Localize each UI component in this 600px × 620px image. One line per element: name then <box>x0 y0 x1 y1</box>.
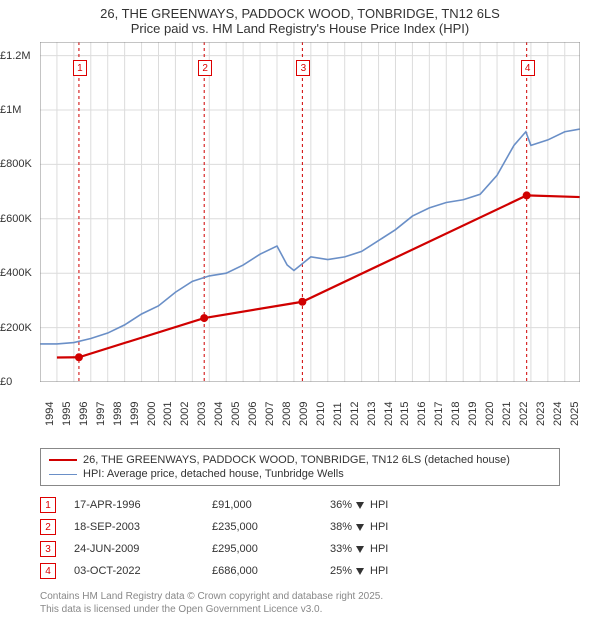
event-marker: 1 <box>73 60 87 76</box>
legend-item: HPI: Average price, detached house, Tunb… <box>49 467 551 481</box>
footer-line-2: This data is licensed under the Open Gov… <box>40 603 590 616</box>
x-tick-label: 2018 <box>450 402 462 426</box>
x-tick-label: 2009 <box>298 402 310 426</box>
footer: Contains HM Land Registry data © Crown c… <box>40 590 590 616</box>
y-tick-label: £0 <box>0 376 12 388</box>
x-tick-label: 1997 <box>95 402 107 426</box>
title-line-1: 26, THE GREENWAYS, PADDOCK WOOD, TONBRID… <box>8 6 592 21</box>
legend-swatch <box>49 459 77 461</box>
legend-label: HPI: Average price, detached house, Tunb… <box>83 468 344 480</box>
x-tick-label: 2014 <box>383 402 395 426</box>
event-price: £295,000 <box>212 543 312 555</box>
arrow-down-icon <box>356 568 364 575</box>
x-tick-label: 2020 <box>484 402 496 426</box>
event-row: 1 17-APR-1996 £91,000 36% HPI <box>40 494 560 516</box>
y-tick-label: £400K <box>0 267 32 279</box>
x-tick-label: 2001 <box>162 402 174 426</box>
x-tick-label: 2016 <box>416 402 428 426</box>
event-number: 2 <box>40 519 56 535</box>
event-date: 17-APR-1996 <box>74 499 194 511</box>
y-tick-label: £1M <box>0 104 21 116</box>
event-price: £686,000 <box>212 565 312 577</box>
event-row: 2 18-SEP-2003 £235,000 38% HPI <box>40 516 560 538</box>
x-tick-label: 2010 <box>315 402 327 426</box>
legend-label: 26, THE GREENWAYS, PADDOCK WOOD, TONBRID… <box>83 454 510 466</box>
x-tick-label: 2021 <box>501 402 513 426</box>
x-tick-label: 2015 <box>399 402 411 426</box>
page-root: 26, THE GREENWAYS, PADDOCK WOOD, TONBRID… <box>0 0 600 620</box>
chart-area: £0£200K£400K£600K£800K£1M£1.2M 199419951… <box>40 42 600 402</box>
x-tick-label: 1996 <box>78 402 90 426</box>
y-tick-label: £200K <box>0 322 32 334</box>
title-line-2: Price paid vs. HM Land Registry's House … <box>8 21 592 36</box>
x-tick-label: 2000 <box>146 402 158 426</box>
x-tick-label: 1999 <box>129 402 141 426</box>
event-date: 18-SEP-2003 <box>74 521 194 533</box>
x-tick-label: 1995 <box>61 402 73 426</box>
x-tick-label: 1994 <box>44 402 56 426</box>
event-number: 3 <box>40 541 56 557</box>
event-diff: 36% HPI <box>330 499 388 511</box>
x-tick-label: 2007 <box>264 402 276 426</box>
event-row: 3 24-JUN-2009 £295,000 33% HPI <box>40 538 560 560</box>
x-tick-label: 2002 <box>179 402 191 426</box>
event-price: £235,000 <box>212 521 312 533</box>
event-marker: 2 <box>198 60 212 76</box>
arrow-down-icon <box>356 524 364 531</box>
event-row: 4 03-OCT-2022 £686,000 25% HPI <box>40 560 560 582</box>
legend: 26, THE GREENWAYS, PADDOCK WOOD, TONBRID… <box>40 448 560 486</box>
legend-item: 26, THE GREENWAYS, PADDOCK WOOD, TONBRID… <box>49 453 551 467</box>
x-tick-label: 2006 <box>247 402 259 426</box>
x-tick-label: 2004 <box>213 402 225 426</box>
x-tick-label: 2019 <box>467 402 479 426</box>
chart-svg <box>40 42 580 382</box>
x-tick-label: 2017 <box>433 402 445 426</box>
x-tick-label: 2005 <box>230 402 242 426</box>
event-date: 03-OCT-2022 <box>74 565 194 577</box>
event-date: 24-JUN-2009 <box>74 543 194 555</box>
legend-swatch <box>49 474 77 475</box>
event-diff: 38% HPI <box>330 521 388 533</box>
x-tick-label: 2024 <box>552 402 564 426</box>
y-tick-label: £800K <box>0 158 32 170</box>
arrow-down-icon <box>356 546 364 553</box>
event-marker: 4 <box>521 60 535 76</box>
x-tick-label: 1998 <box>112 402 124 426</box>
event-diff: 25% HPI <box>330 565 388 577</box>
event-number: 1 <box>40 497 56 513</box>
footer-line-1: Contains HM Land Registry data © Crown c… <box>40 590 590 603</box>
y-tick-label: £1.2M <box>0 50 31 62</box>
arrow-down-icon <box>356 502 364 509</box>
event-diff: 33% HPI <box>330 543 388 555</box>
x-tick-label: 2013 <box>366 402 378 426</box>
x-tick-label: 2023 <box>535 402 547 426</box>
chart-title-block: 26, THE GREENWAYS, PADDOCK WOOD, TONBRID… <box>0 0 600 38</box>
x-tick-label: 2025 <box>569 402 581 426</box>
event-price: £91,000 <box>212 499 312 511</box>
x-tick-label: 2011 <box>332 402 344 426</box>
x-tick-label: 2012 <box>349 402 361 426</box>
x-tick-label: 2022 <box>518 402 530 426</box>
event-number: 4 <box>40 563 56 579</box>
y-tick-label: £600K <box>0 213 32 225</box>
x-tick-label: 2008 <box>281 402 293 426</box>
events-table: 1 17-APR-1996 £91,000 36% HPI 2 18-SEP-2003 £2… <box>40 494 560 582</box>
x-tick-label: 2003 <box>196 402 208 426</box>
event-marker: 3 <box>296 60 310 76</box>
